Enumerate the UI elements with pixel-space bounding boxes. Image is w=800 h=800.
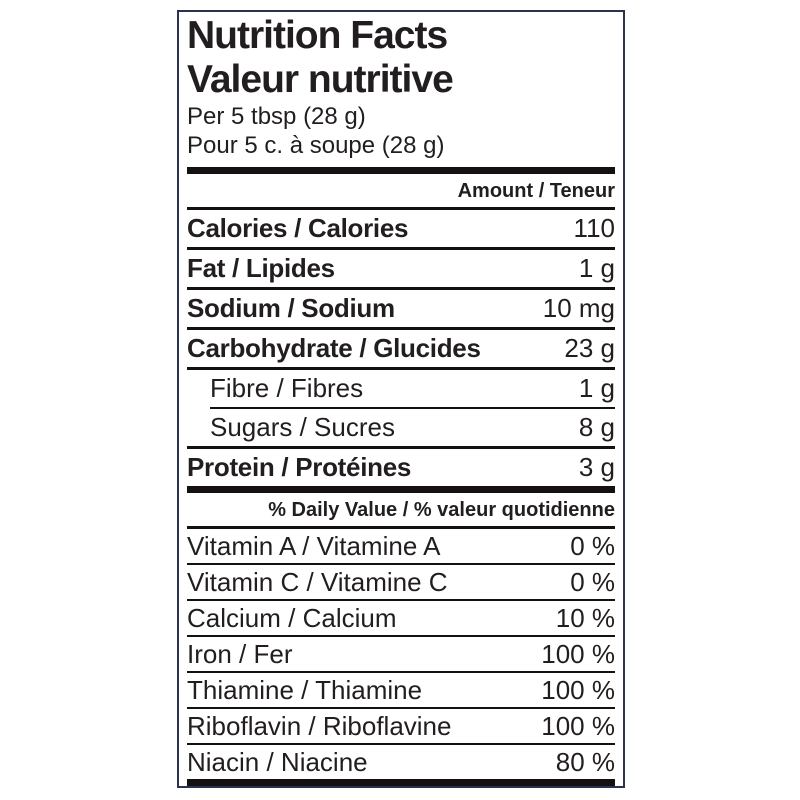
- divider-indented: [210, 407, 615, 409]
- nutrient-row-sugars: Sugars / Sucres 8 g: [187, 409, 615, 446]
- nutrient-row-sodium: Sodium / Sodium 10 mg: [187, 290, 615, 327]
- nutrient-name: Vitamin C / Vitamine C: [187, 567, 448, 597]
- nutrient-value: 100 %: [541, 639, 615, 669]
- divider: [187, 563, 615, 565]
- divider: [187, 526, 615, 529]
- divider: [187, 287, 615, 290]
- nutrient-value: 1 g: [578, 373, 615, 403]
- nutrient-value: 10 %: [555, 603, 615, 633]
- daily-value-row-vitamin-a: Vitamin A / Vitamine A 0 %: [187, 529, 615, 563]
- divider: [187, 327, 615, 330]
- nutrient-value: 0 %: [570, 531, 615, 561]
- divider: [187, 367, 615, 370]
- nutrient-name: Riboflavin / Riboflavine: [187, 711, 452, 741]
- nutrition-facts-label: Nutrition Facts Valeur nutritive Per 5 t…: [177, 10, 625, 788]
- nutrient-value: 23 g: [564, 333, 615, 363]
- nutrient-name: Sugars / Sucres: [210, 412, 395, 442]
- nutrient-name: Protein / Protéines: [187, 452, 412, 482]
- daily-value-row-calcium: Calcium / Calcium 10 %: [187, 601, 615, 635]
- divider: [187, 247, 615, 250]
- daily-value-row-vitamin-c: Vitamin C / Vitamine C 0 %: [187, 565, 615, 599]
- nutrient-value: 100 %: [541, 711, 615, 741]
- nutrient-name: Calories / Calories: [187, 213, 409, 243]
- section-bar-bottom: [187, 779, 615, 786]
- serving-size-english: Per 5 tbsp (28 g): [187, 103, 366, 130]
- nutrient-name: Fat / Lipides: [187, 253, 335, 283]
- divider: [187, 743, 615, 745]
- title-english: Nutrition Facts: [187, 14, 448, 57]
- label-header: Nutrition Facts Valeur nutritive Per 5 t…: [187, 12, 615, 160]
- nutrient-value: 0 %: [570, 567, 615, 597]
- nutrient-value: 8 g: [578, 412, 615, 442]
- section-bar-top: [187, 167, 615, 174]
- nutrient-row-fat: Fat / Lipides 1 g: [187, 250, 615, 287]
- nutrient-row-carbohydrate: Carbohydrate / Glucides 23 g: [187, 330, 615, 367]
- daily-value-row-niacin: Niacin / Niacine 80 %: [187, 745, 615, 779]
- nutrient-name: Niacin / Niacine: [187, 747, 368, 777]
- serving-size-french: Pour 5 c. à soupe (28 g): [187, 132, 445, 159]
- nutrient-name: Sodium / Sodium: [187, 293, 395, 323]
- nutrient-name: Carbohydrate / Glucides: [187, 333, 481, 363]
- nutrient-value: 10 mg: [542, 293, 615, 323]
- nutrient-name: Thiamine / Thiamine: [187, 675, 423, 705]
- nutrient-row-protein: Protein / Protéines 3 g: [187, 449, 615, 486]
- nutrient-value: 1 g: [578, 253, 615, 283]
- divider: [187, 446, 615, 449]
- section-bar-middle: [187, 486, 615, 493]
- nutrient-row-calories: Calories / Calories 110: [187, 210, 615, 247]
- nutrient-name: Vitamin A / Vitamine A: [187, 531, 441, 561]
- daily-value-row-thiamine: Thiamine / Thiamine 100 %: [187, 673, 615, 707]
- divider: [187, 635, 615, 637]
- divider: [187, 599, 615, 601]
- divider: [187, 671, 615, 673]
- nutrient-name: Calcium / Calcium: [187, 603, 397, 633]
- nutrient-value: 80 %: [555, 747, 615, 777]
- divider: [187, 707, 615, 709]
- nutrient-row-fibre: Fibre / Fibres 1 g: [187, 370, 615, 407]
- divider: [187, 207, 615, 210]
- nutrient-value: 110: [573, 213, 615, 243]
- amount-column-header: Amount / Teneur: [457, 180, 615, 202]
- nutrient-value: 100 %: [541, 675, 615, 705]
- title-french: Valeur nutritive: [187, 58, 454, 101]
- daily-value-column-header: % Daily Value / % valeur quotidienne: [268, 499, 615, 521]
- nutrient-value: 3 g: [578, 452, 615, 482]
- daily-value-row-riboflavin: Riboflavin / Riboflavine 100 %: [187, 709, 615, 743]
- nutrient-name: Fibre / Fibres: [210, 373, 364, 403]
- nutrient-name: Iron / Fer: [187, 639, 293, 669]
- daily-value-row-iron: Iron / Fer 100 %: [187, 637, 615, 671]
